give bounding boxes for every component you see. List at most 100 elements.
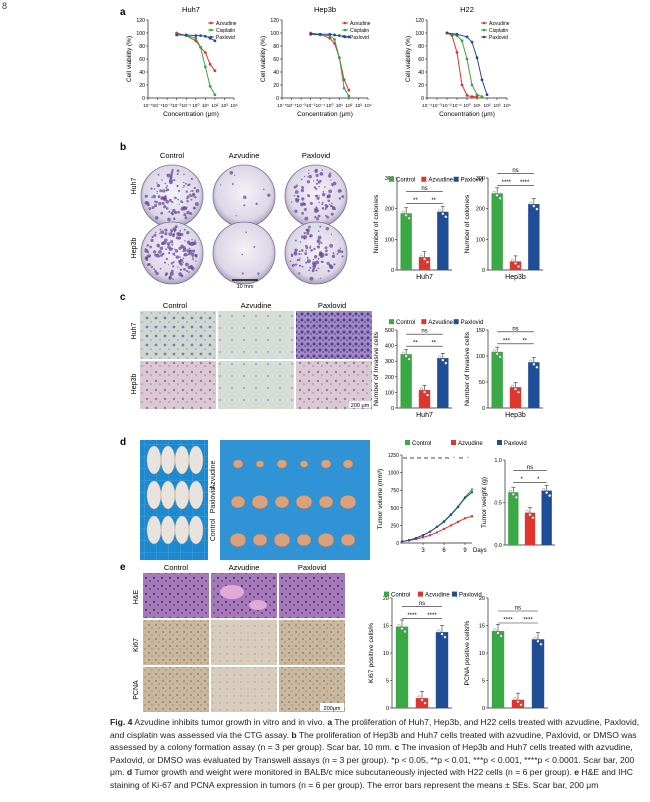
colony bbox=[309, 276, 314, 281]
replicate-point bbox=[514, 495, 518, 499]
colony bbox=[163, 205, 167, 209]
colony bbox=[241, 272, 244, 275]
colony bbox=[305, 249, 307, 252]
colony bbox=[316, 245, 321, 249]
sig-label: * bbox=[453, 456, 455, 460]
tumor bbox=[273, 532, 291, 548]
bar-paxlovid bbox=[531, 639, 545, 708]
colony bbox=[168, 210, 171, 213]
data-point-paxlovid bbox=[428, 530, 432, 533]
series-line-control bbox=[401, 489, 473, 543]
x-tick-label: 3 bbox=[421, 548, 425, 554]
colony bbox=[309, 266, 312, 269]
colony bbox=[304, 216, 309, 221]
x-tick-label: 10⁻⁴ bbox=[153, 103, 163, 109]
x-tick-label: 10⁻¹ bbox=[315, 103, 325, 109]
replicate-point bbox=[542, 488, 546, 492]
replicate-point bbox=[519, 703, 523, 707]
y-tick-label: 0 bbox=[391, 268, 394, 274]
y-tick-label: 40 bbox=[273, 70, 279, 76]
colony bbox=[158, 184, 160, 187]
legend-label: Control bbox=[396, 320, 415, 326]
sig-label: ns bbox=[515, 606, 521, 612]
y-tick-label: 120 bbox=[270, 18, 279, 24]
col-label-control: Control bbox=[163, 301, 188, 310]
sig-label: **** bbox=[503, 618, 513, 624]
sig-label: **** bbox=[523, 618, 533, 624]
x-tick-label: 10⁰ bbox=[192, 103, 199, 109]
colony bbox=[294, 263, 298, 266]
colony bbox=[306, 180, 311, 184]
colony bbox=[164, 228, 168, 232]
colony bbox=[161, 189, 166, 193]
colony bbox=[308, 195, 310, 198]
data-point-paxlovid bbox=[456, 505, 460, 509]
colony bbox=[190, 252, 195, 257]
colony bbox=[174, 248, 176, 250]
colony bbox=[306, 259, 311, 264]
colony bbox=[319, 277, 321, 280]
colony bbox=[151, 206, 155, 210]
caption-text-b: The proliferation of Hep3b and Huh7 cell… bbox=[110, 729, 637, 753]
y-tick-label: 500 bbox=[391, 506, 400, 512]
colony bbox=[193, 186, 196, 190]
x-tick-label: 10² bbox=[345, 103, 352, 109]
row-label-paxlovid: Paxlovid bbox=[210, 487, 217, 514]
colony bbox=[185, 269, 189, 273]
sig-label: ns bbox=[421, 329, 427, 335]
sig-label: ns bbox=[403, 456, 407, 460]
colony bbox=[191, 189, 194, 193]
series-line-paxlovid bbox=[401, 491, 473, 543]
colony bbox=[170, 229, 174, 233]
colony bbox=[294, 190, 299, 194]
mouse bbox=[160, 480, 176, 510]
tumor bbox=[299, 460, 309, 468]
mice-rows bbox=[146, 445, 204, 545]
tumor bbox=[255, 460, 265, 468]
tumor bbox=[229, 532, 247, 548]
colony bbox=[298, 272, 301, 275]
viability-chart-h22: H22 0 20 40 60 80 100 120 10⁻⁴ 10⁻³ 10⁻² 10⁻¹ 10⁰ 10¹… bbox=[405, 5, 511, 118]
y-tick-label: 120 bbox=[136, 18, 145, 24]
colony bbox=[322, 191, 325, 193]
legend-marker bbox=[343, 21, 347, 25]
legend-label: Paxlovid bbox=[350, 35, 369, 41]
tumor bbox=[296, 533, 312, 547]
colony bbox=[188, 242, 192, 246]
mouse bbox=[146, 480, 162, 510]
colony bbox=[328, 189, 332, 194]
data-point-paxlovid bbox=[442, 520, 446, 524]
colony bbox=[255, 202, 258, 206]
colony bbox=[324, 208, 327, 210]
panel-a-label: a bbox=[120, 7, 126, 18]
colony bbox=[172, 233, 176, 236]
colony bbox=[318, 242, 321, 245]
y-tick-label: 5 bbox=[386, 679, 389, 685]
replicate-point bbox=[423, 390, 427, 394]
colony bbox=[156, 182, 158, 184]
y-tick-label: 20 bbox=[383, 596, 389, 602]
data-point-cisplatin bbox=[342, 86, 346, 90]
colony bbox=[192, 258, 194, 261]
colony bbox=[327, 199, 331, 203]
replicate-point bbox=[426, 260, 430, 264]
legend-label: Cisplatin bbox=[350, 28, 369, 34]
colony bbox=[303, 237, 306, 240]
x-tick-label: 9 bbox=[463, 548, 467, 554]
replicate-point bbox=[529, 201, 533, 205]
y-axis-label: Number of colonies bbox=[373, 194, 380, 253]
colony bbox=[150, 187, 153, 190]
x-tick-label: 10⁻⁵ bbox=[143, 103, 153, 109]
colony bbox=[318, 185, 320, 188]
colony bbox=[192, 195, 194, 198]
replicate-point bbox=[532, 362, 536, 366]
data-point-azvudine bbox=[328, 36, 332, 40]
colony bbox=[166, 173, 171, 178]
colony bbox=[171, 168, 174, 172]
colony bbox=[233, 174, 236, 176]
colony bbox=[164, 182, 167, 185]
replicate-point bbox=[531, 516, 535, 520]
sig-label: ** bbox=[431, 341, 436, 347]
x-tick-label: 10⁻³ bbox=[296, 103, 306, 109]
